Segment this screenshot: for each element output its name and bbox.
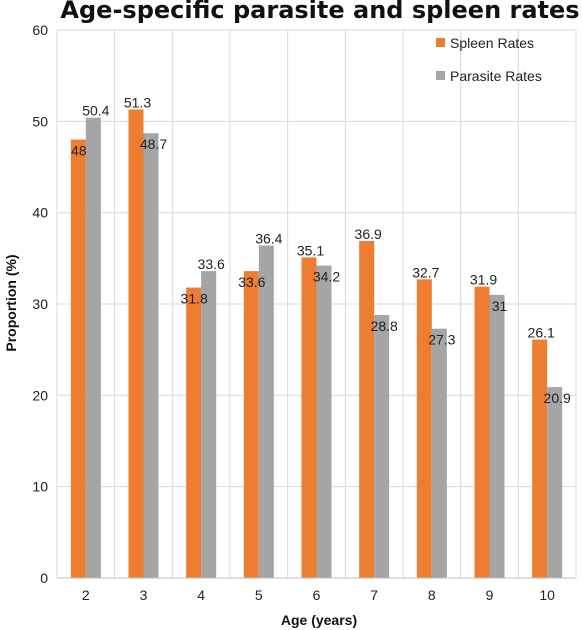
data-label-spleen: 32.7 <box>412 264 439 280</box>
chart-title: Age-specific parasite and spleen rates <box>60 0 580 24</box>
data-label-parasite: 27.3 <box>428 332 455 348</box>
y-tick-label: 0 <box>40 570 48 586</box>
bar-parasite-rate <box>201 271 217 578</box>
bar-spleen-rate <box>359 240 375 579</box>
data-label-spleen: 26.1 <box>528 325 555 341</box>
x-tick-label: 10 <box>539 587 555 603</box>
data-label-parasite: 28.8 <box>371 318 398 334</box>
legend-label: Spleen Rates <box>450 35 534 51</box>
bars <box>70 109 563 579</box>
bar-parasite-rate <box>85 117 101 579</box>
data-label-parasite: 50.4 <box>82 103 109 119</box>
y-axis-title: Proportion (%) <box>3 254 19 351</box>
axes: 0 10 20 30 40 50 60 2 3 4 5 6 7 8 9 10 <box>32 22 576 603</box>
bar-spleen-rate <box>301 257 317 578</box>
x-tick-label: 4 <box>197 587 205 603</box>
bar-parasite-rate <box>316 265 332 578</box>
x-tick-label: 7 <box>370 587 378 603</box>
legend-swatch <box>436 38 445 47</box>
data-labels: 48 50.4 51.3 48.7 31.8 33.6 33.6 36.4 35.1 34.2 36… <box>71 94 571 406</box>
bar-spleen-rate <box>416 279 432 578</box>
bar-spleen-rate <box>474 286 490 578</box>
data-label-spleen: 35.1 <box>297 242 324 258</box>
legend-label: Parasite Rates <box>450 68 542 84</box>
bar-parasite-rate <box>374 314 390 578</box>
data-label-parasite: 36.4 <box>255 231 282 247</box>
bar-spleen-rate <box>70 139 86 578</box>
y-tick-label: 30 <box>32 296 48 312</box>
legend: Spleen Rates Parasite Rates <box>436 35 542 84</box>
x-tick-label: 8 <box>428 587 436 603</box>
data-label-parasite: 33.6 <box>198 256 225 272</box>
bar-parasite-rate <box>143 133 159 578</box>
bar-parasite-rate <box>431 328 447 578</box>
data-label-spleen: 48 <box>71 143 87 159</box>
data-label-parasite: 48.7 <box>140 136 167 152</box>
data-label-spleen: 51.3 <box>124 94 151 110</box>
y-tick-label: 20 <box>32 387 48 403</box>
bar-parasite-rate <box>258 245 274 578</box>
y-tick-label: 60 <box>32 22 48 38</box>
bar-parasite-rate <box>489 294 505 578</box>
y-tick-label: 50 <box>32 113 48 129</box>
y-tick-label: 40 <box>32 205 48 221</box>
bar-spleen-rate <box>243 271 259 578</box>
x-tick-label: 2 <box>82 587 90 603</box>
x-axis-title: Age (years) <box>281 612 357 628</box>
x-tick-label: 5 <box>255 587 263 603</box>
data-label-spleen: 31.8 <box>181 291 208 307</box>
bar-parasite-rate <box>547 387 563 578</box>
x-tick-label: 9 <box>486 587 494 603</box>
bar-spleen-rate <box>128 109 144 579</box>
data-label-parasite: 34.2 <box>313 269 340 285</box>
y-tick-label: 10 <box>32 479 48 495</box>
data-label-parasite: 31 <box>492 298 508 314</box>
bar-spleen-rate <box>532 339 548 578</box>
x-tick-label: 6 <box>313 587 321 603</box>
x-tick-label: 3 <box>140 587 148 603</box>
data-label-spleen: 33.6 <box>238 274 265 290</box>
bar-spleen-rate <box>186 287 202 578</box>
data-label-spleen: 31.9 <box>470 272 497 288</box>
data-label-parasite: 20.9 <box>544 390 571 406</box>
legend-swatch <box>436 71 445 80</box>
data-label-spleen: 36.9 <box>355 226 382 242</box>
